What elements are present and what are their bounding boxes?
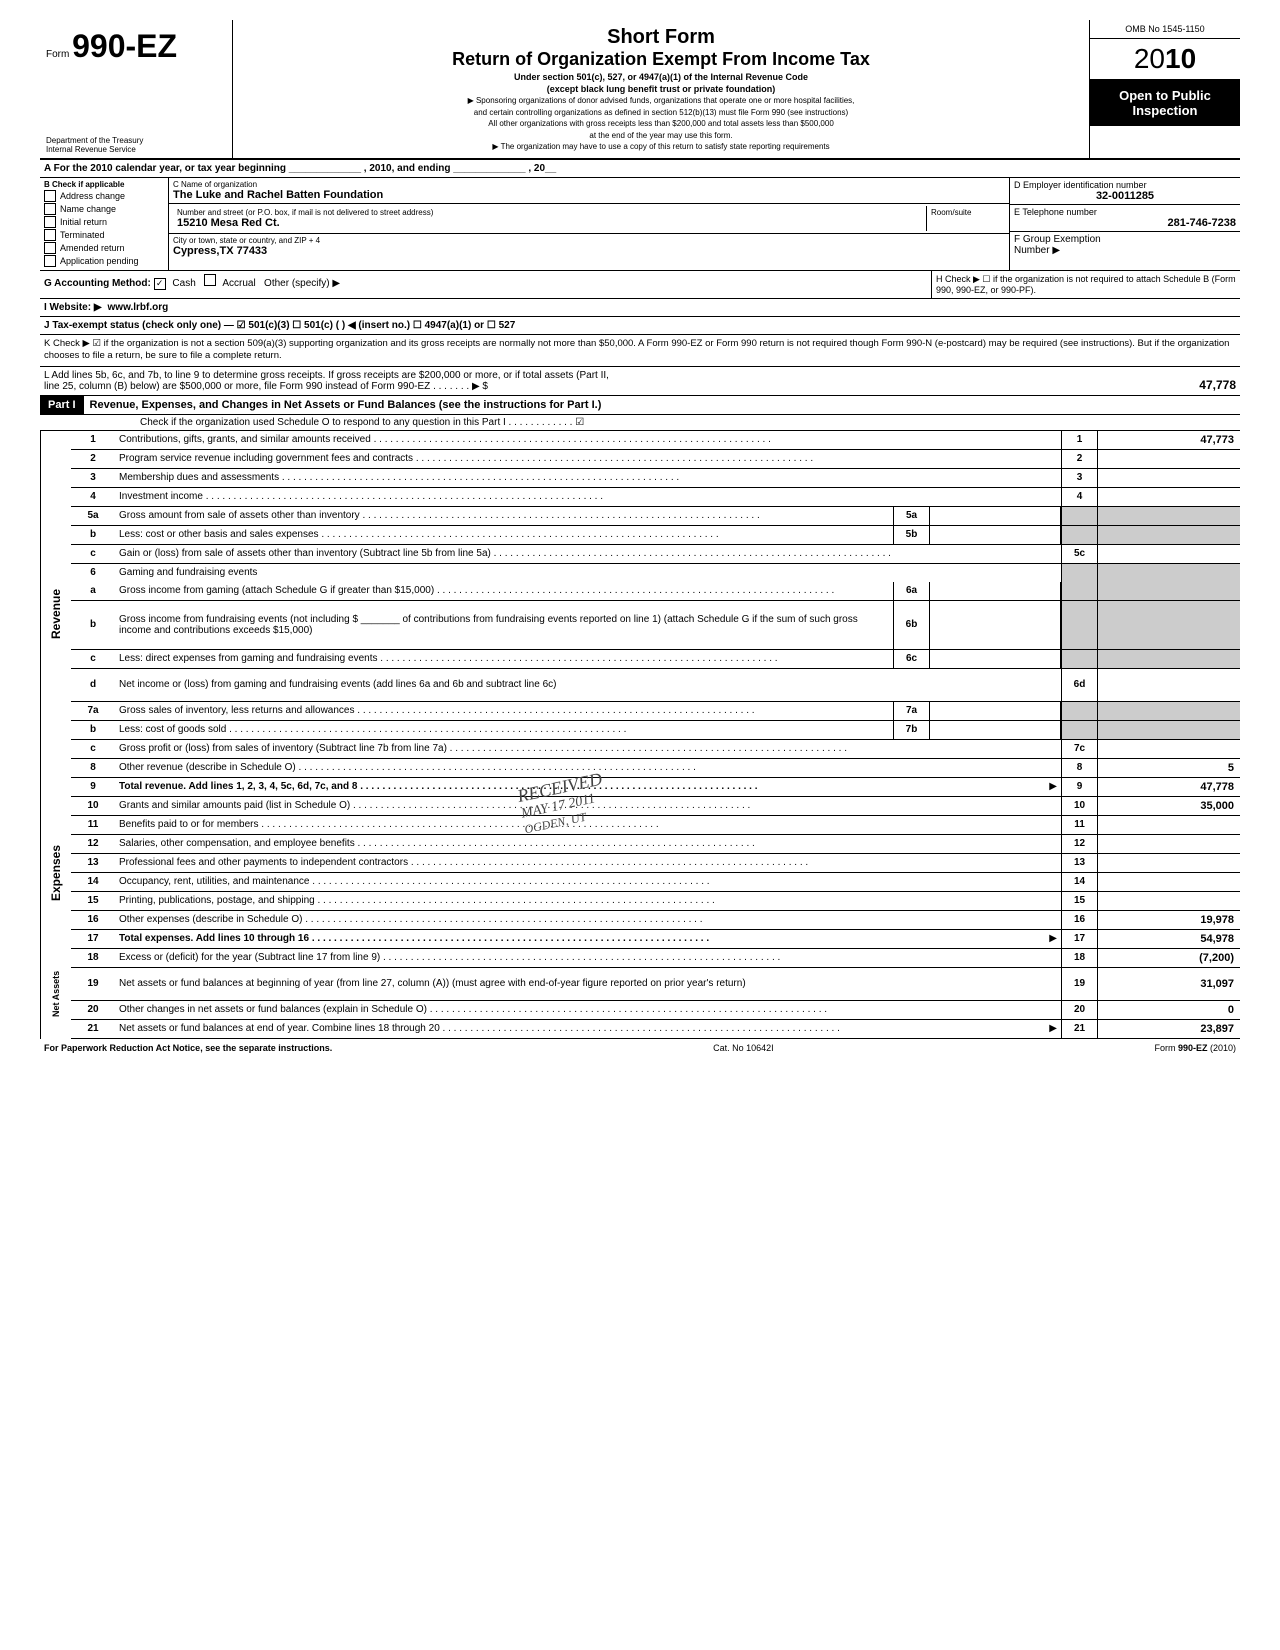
line-5a: 5a Gross amount from sale of assets othe… [71,507,1240,526]
row-l-text: L Add lines 5b, 6c, and 7b, to line 9 to… [44,370,1116,392]
instr5: ▶ The organization may have to use a cop… [241,142,1081,152]
line-16: 16Other expenses (describe in Schedule O… [71,911,1240,930]
year-a: 20 [1134,43,1165,74]
form-number: 990-EZ [72,28,177,64]
tax-year: 2010 [1090,39,1240,80]
line-20: 20Other changes in net assets or fund ba… [71,1001,1240,1020]
row-a: A For the 2010 calendar year, or tax yea… [40,160,1240,178]
line-21: 21Net assets or fund balances at end of … [71,1020,1240,1039]
b-header: B Check if applicable [44,180,164,189]
section-bcd: B Check if applicable Address change Nam… [40,178,1240,271]
line-7a: 7a Gross sales of inventory, less return… [71,702,1240,721]
header-right: OMB No 1545-1150 2010 Open to Public Ins… [1090,20,1240,158]
line-6b: b Gross income from fundraising events (… [71,601,1240,650]
row-j: J Tax-exempt status (check only one) — ☑… [40,317,1240,335]
cb-amend[interactable]: Amended return [44,242,164,254]
line-6: 6 Gaming and fundraising events [71,564,1240,582]
line-19: 19Net assets or fund balances at beginni… [71,968,1240,1001]
c-city: City or town, state or country, and ZIP … [169,234,1009,259]
side-expenses: Expenses [40,797,71,949]
line-10: 10Grants and similar amounts paid (list … [71,797,1240,816]
col-c: C Name of organization The Luke and Rach… [169,178,1010,270]
expenses-section: Expenses 10Grants and similar amounts pa… [40,797,1240,949]
subtitle2: (except black lung benefit trust or priv… [241,84,1081,94]
cb-term[interactable]: Terminated [44,229,164,241]
line-17: 17Total expenses. Add lines 10 through 1… [71,930,1240,949]
header-left: Form 990-EZ Department of the Treasury I… [40,20,233,158]
line-15: 15Printing, publications, postage, and s… [71,892,1240,911]
d-grp: F Group Exemption Number ▶ [1010,232,1240,258]
line-2: 2 Program service revenue including gove… [71,450,1240,469]
dept-block: Department of the Treasury Internal Reve… [46,136,143,154]
d-ein: D Employer identification number 32-0011… [1010,178,1240,205]
d-tel: E Telephone number 281-746-7238 [1010,205,1240,232]
revenue-section: Revenue 1 Contributions, gifts, grants, … [40,431,1240,797]
year-b: 10 [1165,43,1196,74]
title2: Return of Organization Exempt From Incom… [241,49,1081,70]
form-990ez: Form 990-EZ Department of the Treasury I… [40,20,1240,1057]
line-9: 9 Total revenue. Add lines 1, 2, 3, 4, 5… [71,778,1240,797]
netassets-section: Net Assets 18Excess or (deficit) for the… [40,949,1240,1039]
part1-title: Revenue, Expenses, and Changes in Net As… [84,397,1240,413]
col-b: B Check if applicable Address change Nam… [40,178,169,270]
row-h: H Check ▶ ☐ if the organization is not r… [931,271,1240,298]
open-public: Open to Public Inspection [1090,80,1240,126]
row-g: G Accounting Method: ✓ Cash Accrual Othe… [40,271,931,298]
row-k: K Check ▶ ☑ if the organization is not a… [40,335,1240,367]
header-center: Short Form Return of Organization Exempt… [233,20,1090,158]
cb-initial[interactable]: Initial return [44,216,164,228]
row-gh: G Accounting Method: ✓ Cash Accrual Othe… [40,271,1240,299]
cb-app[interactable]: Application pending [44,255,164,267]
footer-left: For Paperwork Reduction Act Notice, see … [44,1043,332,1053]
c-room: Room/suite [927,206,1005,231]
line-12: 12Salaries, other compensation, and empl… [71,835,1240,854]
form-prefix: Form [46,49,69,60]
line-4: 4 Investment income 4 [71,488,1240,507]
line-6d: d Net income or (loss) from gaming and f… [71,669,1240,702]
footer: For Paperwork Reduction Act Notice, see … [40,1039,1240,1057]
line-7b: b Less: cost of goods sold 7b [71,721,1240,740]
instr1: ▶ Sponsoring organizations of donor advi… [241,96,1081,106]
cb-address[interactable]: Address change [44,190,164,202]
instr4: at the end of the year may use this form… [241,131,1081,141]
instr2: and certain controlling organizations as… [241,108,1081,118]
footer-center: Cat. No 10642I [713,1043,774,1053]
footer-right: Form 990-EZ (2010) [1154,1043,1236,1053]
line-13: 13Professional fees and other payments t… [71,854,1240,873]
part1-header: Part I Revenue, Expenses, and Changes in… [40,396,1240,415]
cb-accrual[interactable] [204,274,216,286]
line-5b: b Less: cost or other basis and sales ex… [71,526,1240,545]
side-netassets: Net Assets [40,949,71,1039]
title1: Short Form [241,26,1081,49]
dept1: Department of the Treasury [46,136,143,145]
line-6a: a Gross income from gaming (attach Sched… [71,582,1240,601]
line-1: 1 Contributions, gifts, grants, and simi… [71,431,1240,450]
line-7c: c Gross profit or (loss) from sales of i… [71,740,1240,759]
instr3: All other organizations with gross recei… [241,119,1081,129]
form-header: Form 990-EZ Department of the Treasury I… [40,20,1240,160]
row-l: L Add lines 5b, 6c, and 7b, to line 9 to… [40,367,1240,396]
line-6c: c Less: direct expenses from gaming and … [71,650,1240,669]
cb-name[interactable]: Name change [44,203,164,215]
omb: OMB No 1545-1150 [1090,20,1240,39]
c-name: C Name of organization The Luke and Rach… [169,178,1009,204]
row-l-amt: 47,778 [1116,378,1236,392]
row-i: I Website: ▶ www.lrbf.org [40,299,1240,317]
line-11: 11Benefits paid to or for members 11 [71,816,1240,835]
part1-check: Check if the organization used Schedule … [40,415,1240,431]
line-18: 18Excess or (deficit) for the year (Subt… [71,949,1240,968]
subtitle1: Under section 501(c), 527, or 4947(a)(1)… [241,72,1081,82]
col-d: D Employer identification number 32-0011… [1010,178,1240,270]
line-5c: c Gain or (loss) from sale of assets oth… [71,545,1240,564]
side-revenue: Revenue [40,431,71,797]
dept2: Internal Revenue Service [46,145,143,154]
part1-label: Part I [40,396,84,414]
c-addr: Number and street (or P.O. box, if mail … [169,204,1009,234]
line-3: 3 Membership dues and assessments 3 [71,469,1240,488]
line-14: 14Occupancy, rent, utilities, and mainte… [71,873,1240,892]
cb-cash[interactable]: ✓ [154,278,166,290]
line-8: 8 Other revenue (describe in Schedule O)… [71,759,1240,778]
